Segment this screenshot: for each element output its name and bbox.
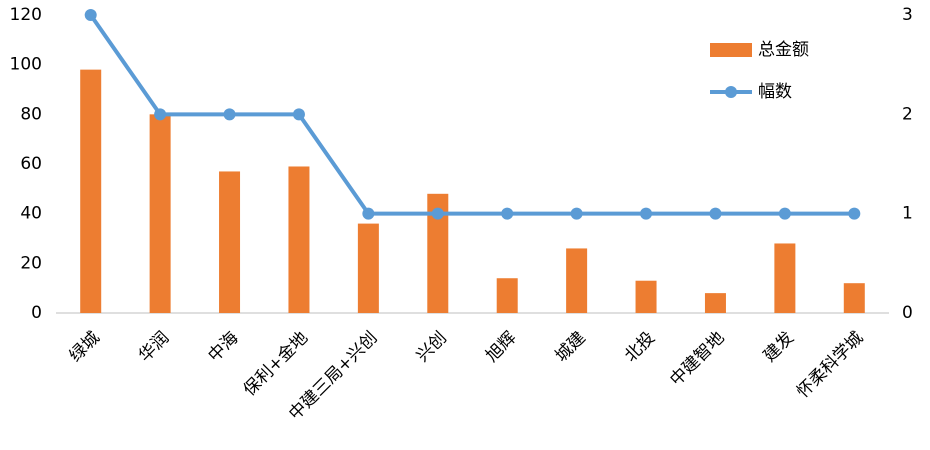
x-tick-label: 绿城 <box>66 328 104 366</box>
line <box>89 13 855 216</box>
y2-tick-label: 2 <box>902 104 913 124</box>
bar <box>496 278 518 313</box>
y-tick-label: 20 <box>20 253 42 273</box>
bar <box>357 223 379 313</box>
legend-swatch <box>725 86 737 98</box>
legend-swatch <box>710 43 752 57</box>
legend-label: 幅数 <box>758 82 792 102</box>
x-tick-label: 建发 <box>760 328 798 366</box>
y-tick-label: 0 <box>31 303 42 323</box>
bar <box>704 293 726 313</box>
x-tick-label: 怀柔科学城 <box>793 328 867 402</box>
bar <box>80 69 102 313</box>
y-tick-label: 60 <box>20 154 42 174</box>
y-tick-label: 120 <box>10 5 42 25</box>
line-marker <box>570 207 583 220</box>
y-tick-label: 40 <box>20 204 42 224</box>
line-marker <box>431 207 444 220</box>
x-tick-label: 华润 <box>135 328 173 366</box>
y2-tick-label: 0 <box>902 303 913 323</box>
y-tick-label: 100 <box>10 55 42 75</box>
y-tick-label: 80 <box>20 104 42 124</box>
y2-tick-label: 3 <box>902 5 913 25</box>
bar <box>774 243 796 313</box>
line-marker <box>501 207 514 220</box>
line-marker <box>292 108 305 121</box>
x-tick-label: 中建智地 <box>666 328 728 390</box>
x-tick-label: 兴创 <box>413 328 451 366</box>
legend-label: 总金额 <box>758 40 809 60</box>
bar <box>566 248 588 313</box>
line-marker <box>362 207 375 220</box>
line-marker <box>223 108 236 121</box>
x-tick-label: 北投 <box>621 328 659 366</box>
x-tick-label: 城建 <box>552 328 590 366</box>
line-marker <box>778 207 791 220</box>
bar <box>219 171 241 313</box>
x-tick-label: 旭辉 <box>482 328 520 366</box>
line-marker <box>154 108 167 121</box>
bar <box>149 114 171 313</box>
line-marker <box>848 207 861 220</box>
bar <box>288 166 310 313</box>
line-marker <box>84 9 97 21</box>
x-tick-label: 保利+金地 <box>240 328 312 400</box>
bar <box>635 280 657 313</box>
bar <box>843 283 865 313</box>
line-marker <box>640 207 653 220</box>
line-marker <box>709 207 722 220</box>
y2-tick-label: 1 <box>902 204 913 224</box>
x-tick-label: 中海 <box>204 328 242 366</box>
bar <box>427 193 449 313</box>
